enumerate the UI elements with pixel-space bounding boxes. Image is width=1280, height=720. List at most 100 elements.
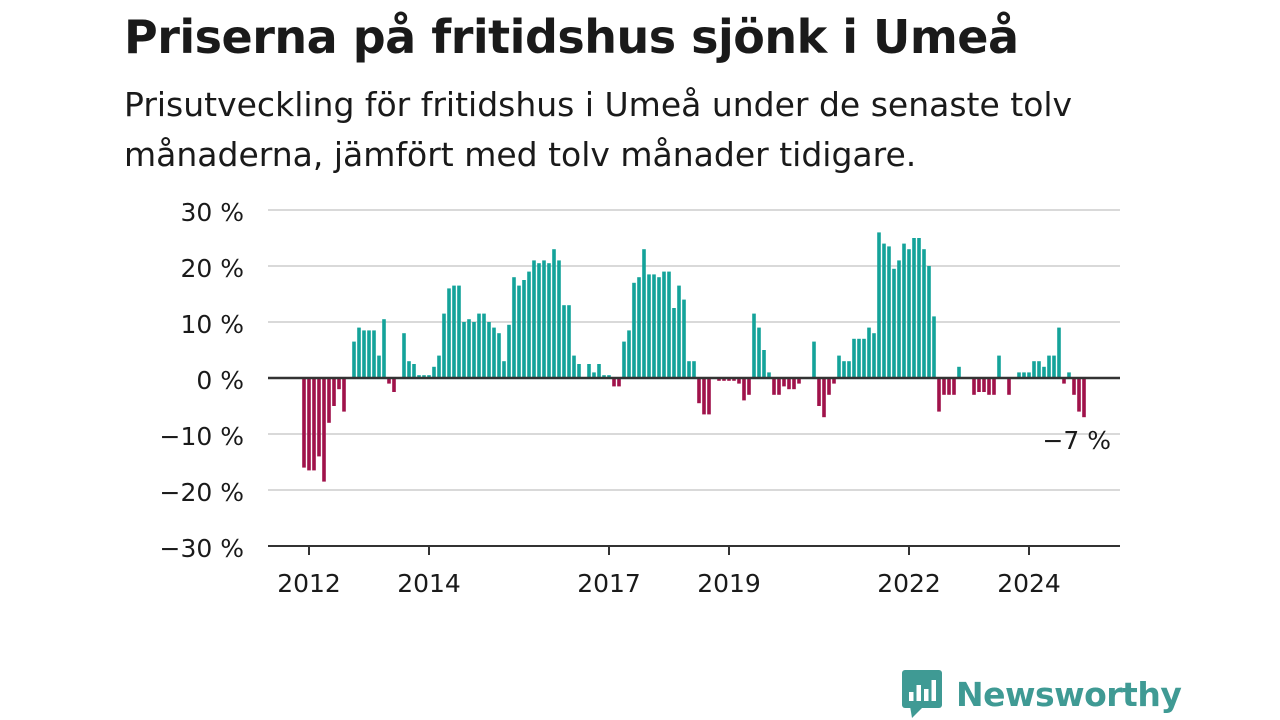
bar <box>687 361 691 378</box>
bar <box>1042 366 1046 378</box>
bar <box>522 280 526 378</box>
bar <box>977 378 981 392</box>
brand-name: Newsworthy <box>956 674 1182 714</box>
bar <box>787 378 791 390</box>
bar-series <box>302 232 1086 482</box>
bar <box>557 260 561 378</box>
bar <box>552 249 556 378</box>
bar <box>567 305 571 378</box>
bar <box>612 378 616 387</box>
bar <box>547 263 551 378</box>
bar <box>602 375 606 378</box>
bar <box>587 364 591 378</box>
bar <box>662 271 666 378</box>
bar <box>692 361 696 378</box>
bar <box>502 361 506 378</box>
bar <box>382 319 386 378</box>
bar <box>507 324 511 378</box>
bar <box>322 378 326 482</box>
bar <box>677 285 681 378</box>
bar <box>342 378 346 412</box>
bar <box>792 378 796 390</box>
bar <box>1032 361 1036 378</box>
bar <box>422 375 426 378</box>
y-tick-label: 30 % <box>180 198 244 227</box>
bar <box>1007 378 1011 395</box>
chart-subtitle: Prisutveckling för fritidshus i Umeå und… <box>124 85 1073 174</box>
bar <box>562 305 566 378</box>
bar <box>772 378 776 395</box>
bar <box>1022 372 1026 378</box>
bar <box>817 378 821 406</box>
y-tick-label: −10 % <box>160 422 244 451</box>
bar <box>872 333 876 378</box>
bar <box>742 378 746 401</box>
bar <box>922 249 926 378</box>
x-axis-labels: 2012 2014 2017 2019 2022 2024 <box>277 569 1061 598</box>
annotations: −7 % <box>1042 426 1111 455</box>
bar <box>512 277 516 378</box>
bar <box>527 271 531 378</box>
bar <box>1072 378 1076 395</box>
bar <box>867 327 871 378</box>
bar <box>652 274 656 378</box>
bar <box>482 313 486 378</box>
bar <box>622 341 626 378</box>
bar <box>857 338 861 378</box>
bar <box>637 277 641 378</box>
bar <box>832 378 836 384</box>
bar <box>897 260 901 378</box>
bar <box>1047 355 1051 378</box>
bar <box>472 322 476 378</box>
bar <box>377 355 381 378</box>
bar <box>917 238 921 378</box>
bar <box>632 282 636 378</box>
bar <box>327 378 331 423</box>
bar <box>777 378 781 395</box>
bar <box>317 378 321 457</box>
bar <box>417 375 421 378</box>
x-tick-label: 2022 <box>877 569 941 598</box>
bar <box>367 330 371 378</box>
bar <box>877 232 881 378</box>
bar <box>902 243 906 378</box>
bar <box>392 378 396 392</box>
bar <box>882 243 886 378</box>
bar <box>307 378 311 471</box>
x-tick-label: 2019 <box>697 569 761 598</box>
bar <box>362 330 366 378</box>
bar <box>542 260 546 378</box>
bar <box>312 378 316 471</box>
bar <box>812 341 816 378</box>
bar <box>1082 378 1086 418</box>
bar <box>912 238 916 378</box>
bar <box>1062 378 1066 384</box>
bar <box>357 327 361 378</box>
axes <box>268 376 1120 555</box>
bar <box>332 378 336 406</box>
bar <box>797 378 801 384</box>
bar <box>737 378 741 384</box>
y-tick-label: −20 % <box>160 478 244 507</box>
bar <box>682 299 686 378</box>
bar <box>487 322 491 378</box>
bar <box>592 372 596 378</box>
bar <box>462 322 466 378</box>
bar <box>757 327 761 378</box>
bar <box>532 260 536 378</box>
brand-logo[interactable]: Newsworthy <box>902 668 1182 720</box>
bar <box>747 378 751 395</box>
bar <box>452 285 456 378</box>
bar <box>437 355 441 378</box>
y-axis-labels: 30 % 20 % 10 % 0 % −10 % −20 % −30 % <box>160 198 244 563</box>
bar <box>942 378 946 395</box>
bar <box>822 378 826 418</box>
bar <box>617 378 621 387</box>
bar <box>887 246 891 378</box>
bar <box>1037 361 1041 378</box>
bar <box>837 355 841 378</box>
x-tick-label: 2017 <box>577 569 641 598</box>
bar <box>1027 372 1031 378</box>
bar <box>907 249 911 378</box>
bar <box>432 366 436 378</box>
